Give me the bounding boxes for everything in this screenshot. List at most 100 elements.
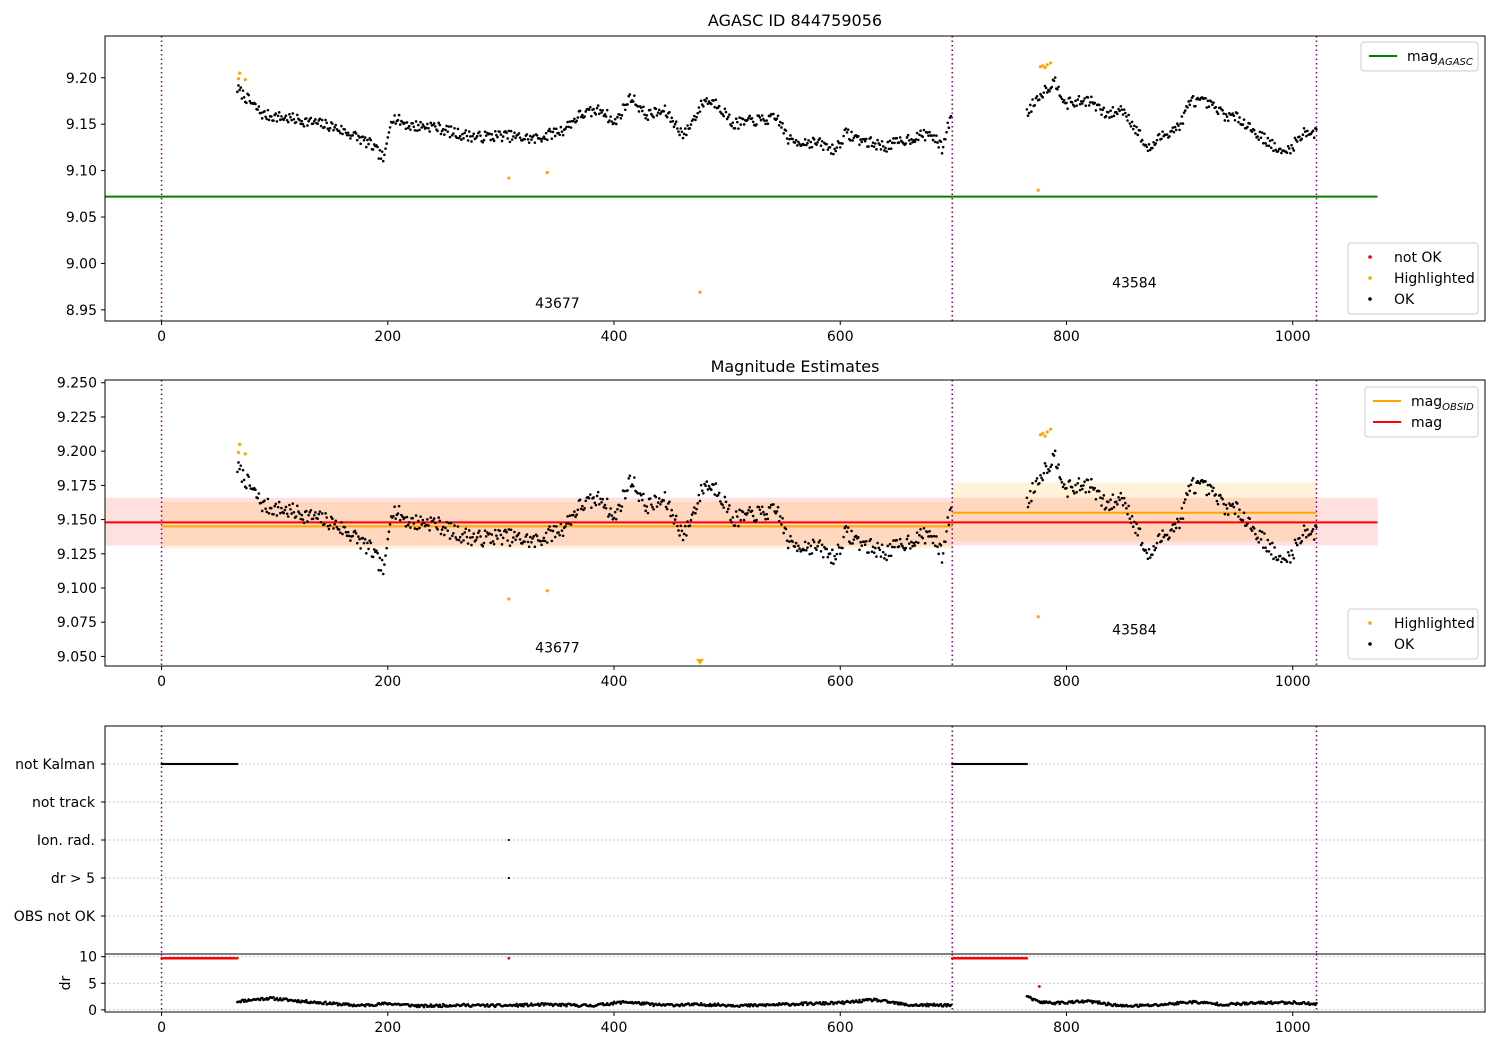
- panel1-ok-point: [1280, 151, 1283, 155]
- panel1-ok-point: [1306, 129, 1309, 133]
- panel2-ok-point: [1204, 480, 1207, 483]
- panel1-ok-point: [677, 130, 680, 133]
- panel2-ok-point: [1222, 502, 1226, 506]
- panel2-ok-point: [549, 529, 552, 532]
- panel2-ok-point: [722, 506, 726, 510]
- panel1-ok-point: [603, 112, 607, 116]
- panel2-ok-point: [1306, 528, 1309, 531]
- panel2-ok-point: [746, 511, 749, 515]
- panel1-ok-point: [921, 135, 925, 139]
- panel1-ok-point: [731, 121, 735, 124]
- panel1-ok-point: [1147, 143, 1151, 146]
- panel2-ok-point: [913, 544, 917, 547]
- panel2-ok-point: [846, 526, 850, 529]
- panel1-ok-point: [645, 114, 649, 117]
- panel2-ok-point: [529, 535, 532, 539]
- panel2-ok-point: [551, 529, 555, 533]
- panel1-ok-point: [1301, 133, 1305, 137]
- panel2-ok-point: [1025, 496, 1029, 500]
- panel2-ok-point: [499, 533, 503, 537]
- panel2-ok-point: [599, 497, 602, 501]
- panel1-ok-point: [545, 138, 549, 142]
- panel2-ok-point: [246, 473, 249, 477]
- panel1-ok-point: [527, 141, 531, 144]
- panel2-ok-point: [319, 521, 323, 524]
- panel1-ok-point: [1223, 119, 1227, 122]
- panel1-ok-point: [411, 121, 414, 125]
- panel2-ok-point: [810, 552, 814, 555]
- panel2-ok-point: [236, 470, 239, 474]
- panel2-ok-point: [668, 500, 671, 504]
- panel2-ok-point: [501, 536, 505, 540]
- panel1-ok-point: [1264, 141, 1267, 145]
- panel4-ok-point: [428, 1005, 431, 1008]
- panel2-ok-point: [728, 504, 731, 507]
- panel1-ok-point: [616, 115, 619, 119]
- panel1-ok-point: [565, 125, 568, 129]
- panel1-ok-point: [1028, 103, 1032, 107]
- panel2-ok-point: [1121, 503, 1125, 507]
- panel1-ok-point: [691, 118, 695, 121]
- panel2-ok-point: [926, 530, 929, 534]
- panel2-legend-1-marker-1: [1368, 642, 1372, 646]
- panel1-ok-point: [458, 134, 462, 138]
- panel2-ok-point: [818, 539, 822, 542]
- panel2-ok-point: [1117, 495, 1120, 499]
- panel2-ok-point: [1223, 512, 1227, 516]
- panel2-ok-point: [1268, 542, 1272, 546]
- panel1-ok-point: [1269, 146, 1273, 150]
- panel1-ok-point: [909, 142, 912, 146]
- panel1-ok-point: [784, 129, 788, 132]
- panel2-ok-point: [414, 514, 418, 517]
- panel1-ok-point: [680, 130, 684, 134]
- panel2-ok-point: [316, 517, 319, 521]
- panel1-ok-point: [1180, 115, 1184, 118]
- panel2-ok-point: [431, 519, 435, 522]
- panel4-ok-point: [1113, 1002, 1117, 1006]
- panel1-ok-point: [441, 127, 445, 131]
- panel4-xtick-label-0: 0: [157, 1020, 166, 1036]
- panel1-ok-point: [793, 141, 797, 144]
- panel2-ok-point: [698, 499, 702, 503]
- panel2-ok-point: [1186, 493, 1189, 497]
- panel1-ok-point: [672, 125, 676, 129]
- panel1-legend-1: [1347, 242, 1479, 315]
- panel1-ok-point: [492, 139, 496, 143]
- panel1-ok-point: [1248, 122, 1252, 125]
- panel1-ok-point: [420, 126, 424, 129]
- panel1-ok-point: [885, 150, 888, 153]
- panel1-ok-point: [1090, 95, 1093, 99]
- panel2-ok-point: [679, 524, 683, 528]
- panel1-ok-point: [490, 133, 494, 136]
- panel2-ok-point: [592, 496, 595, 499]
- panel2-ok-point: [453, 524, 456, 527]
- panel2-ok-point: [802, 548, 806, 552]
- panel1-ok-point: [892, 137, 895, 140]
- panel2-ok-point: [510, 540, 514, 544]
- panel1-ok-point: [728, 113, 731, 116]
- panel2-ok-point: [689, 518, 693, 522]
- panel1-ok-point: [1290, 143, 1293, 147]
- panel2-ok-point: [1093, 486, 1097, 490]
- panel1-ok-point: [605, 108, 609, 112]
- panel1-ok-point: [705, 97, 709, 100]
- panel2-ok-point: [1248, 517, 1252, 521]
- panel4-ok-point: [651, 1002, 654, 1005]
- panel2-ok-point: [1065, 486, 1068, 490]
- panel1-ok-point: [1215, 110, 1219, 113]
- panel2-ok-point: [821, 555, 825, 559]
- panel1-ok-point: [887, 147, 891, 151]
- panel1-ok-point: [1216, 112, 1220, 116]
- panel1-ok-point: [923, 138, 927, 142]
- panel2-ok-point: [560, 529, 564, 532]
- panel1-ok-point: [665, 115, 669, 119]
- panel2-ok-point: [838, 552, 842, 556]
- panel2-ok-point: [1303, 529, 1307, 532]
- panel2-ok-point: [346, 530, 350, 534]
- panel1-ok-point: [714, 98, 718, 102]
- panel2-ok-point: [565, 522, 568, 525]
- panel2-ok-point: [650, 503, 653, 506]
- panel1-ok-point: [588, 105, 592, 109]
- panel1-ok-point: [448, 135, 452, 139]
- panel1-ok-point: [1042, 91, 1046, 94]
